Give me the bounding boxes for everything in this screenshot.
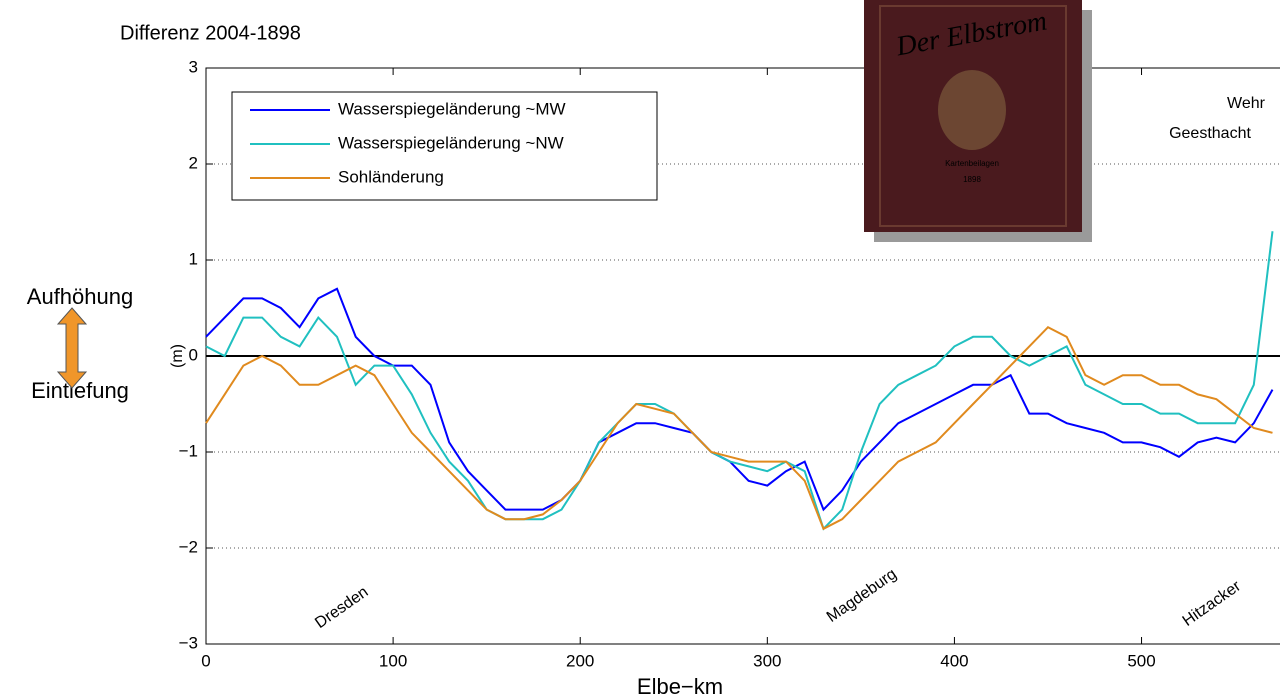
side-label: Eintiefung [31, 378, 129, 403]
side-label: Aufhöhung [27, 284, 133, 309]
y-tick-label: 3 [189, 57, 198, 76]
y-tick-label: −3 [179, 633, 198, 652]
chart-title: Differenz 2004-1898 [120, 22, 301, 44]
annotation: Hitzacker [1180, 577, 1245, 630]
data-line [206, 327, 1273, 529]
y-axis-title: (m) [169, 344, 186, 368]
y-tick-label: −2 [179, 537, 198, 556]
y-tick-label: 0 [189, 345, 198, 364]
book-text: 1898 [963, 175, 981, 184]
annotation: Magdeburg [824, 566, 900, 626]
x-tick-label: 400 [940, 651, 968, 670]
book-cover: Der Elbstrom Kartenbeilagen 1898 [864, 0, 1092, 242]
book-text: Kartenbeilagen [945, 159, 999, 168]
chart: Differenz 2004-1898 Aufhöhung Eintiefung… [0, 0, 1280, 700]
legend-label: Sohländerung [338, 167, 444, 186]
y-tick-label: 1 [189, 249, 198, 268]
x-tick-label: 100 [379, 651, 407, 670]
x-axis-title: Elbe−km [637, 674, 723, 699]
y-tick-label: 2 [189, 153, 198, 172]
x-tick-label: 200 [566, 651, 594, 670]
legend-label: Wasserspiegeländerung ~MW [338, 99, 566, 118]
x-tick-label: 300 [753, 651, 781, 670]
y-tick-label: −1 [179, 441, 198, 460]
legend-label: Wasserspiegeländerung ~NW [338, 133, 564, 152]
annotation: Wehr [1227, 95, 1266, 112]
double-arrow [58, 308, 86, 388]
x-tick-label: 500 [1127, 651, 1155, 670]
annotation: Geesthacht [1169, 125, 1251, 142]
annotation: Dresden [312, 583, 371, 632]
x-tick-label: 0 [201, 651, 210, 670]
